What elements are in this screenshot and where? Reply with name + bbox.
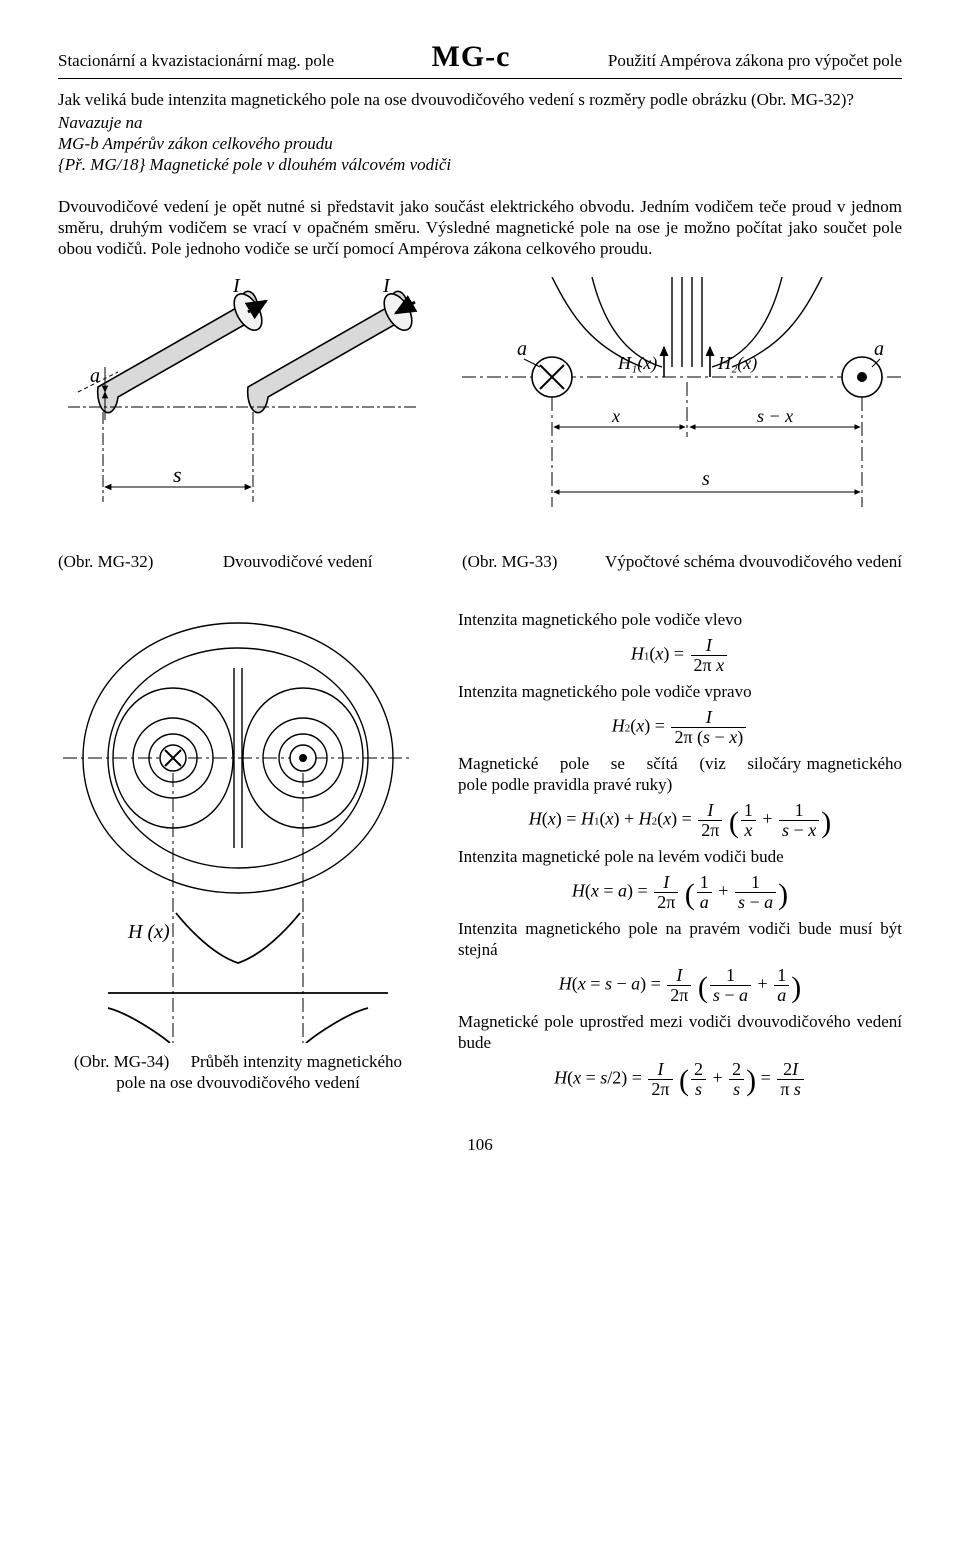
equation-ha: H(x = a) = I2π (1a + 1s − a) — [458, 873, 902, 912]
current-into-page-icon — [532, 357, 572, 397]
fig32-label-i-right: I — [382, 277, 391, 297]
fig33-label-x: x — [611, 406, 620, 426]
meta-line-1: Navazuje na — [58, 112, 902, 133]
hx-plot-icon — [108, 773, 388, 1043]
fig33-label-h2: H₂(x) — [717, 353, 757, 374]
problem-statement: Jak veliká bude intenzita magnetického p… — [58, 89, 902, 110]
fig33-ref: (Obr. MG-33) — [462, 551, 557, 572]
page-number: 106 — [58, 1134, 902, 1155]
t3a: Magnetické — [458, 754, 538, 773]
meta-line-3: {Př. MG/18} Magnetické pole v dlouhém vá… — [58, 154, 902, 175]
fig33-svg: a a H₁(x) H₂(x) x s − x s — [462, 277, 902, 547]
prerequisite-block: Navazuje na MG-b Ampérův zákon celkového… — [58, 112, 902, 176]
equation-h2: H2(x) = I2π (s − x) — [458, 708, 902, 747]
fig32-label-s: s — [173, 462, 182, 487]
fig33-label-h1: H₁(x) — [617, 353, 657, 374]
equation-hsum: H(x) = H1(x) + H2(x) = I2π (1x + 1s − x) — [458, 801, 902, 840]
t3d: sčítá — [647, 754, 678, 773]
text-h1: Intenzita magnetického pole vodiče vlevo — [458, 609, 902, 630]
figure-row: I I a s (Obr. MG-32) Dvouvodičové vedení — [58, 277, 902, 572]
fig33-label-a-left: a — [517, 338, 527, 360]
t3f: siločáry — [747, 754, 801, 773]
text-right-wire: Intenzita magnetického pole na pravém vo… — [458, 918, 902, 961]
two-column-section: H (x) (Obr. MG-34) Průběh intenzity magn… — [58, 603, 902, 1105]
equation-h1: H1(x) = I2π x — [458, 636, 902, 675]
fig33-label-a-right: a — [874, 338, 884, 360]
field-arcs-icon — [552, 277, 822, 367]
header-left: Stacionární a kvazistacionární mag. pole — [58, 50, 334, 71]
text-middle: Magnetické pole uprostřed mezi vodiči dv… — [458, 1011, 902, 1054]
fig32-caption: Dvouvodičové vedení — [223, 551, 373, 572]
page-header: Stacionární a kvazistacionární mag. pole… — [58, 38, 902, 79]
intro-paragraph: Dvouvodičové vedení je opět nutné si pře… — [58, 196, 902, 260]
t3b: pole — [560, 754, 589, 773]
right-conductor-symbol-icon — [290, 745, 316, 771]
fig32-label-i-left: I — [232, 277, 241, 297]
derivation-column: Intenzita magnetického pole vodiče vlevo… — [458, 603, 902, 1105]
figure-mg-33: a a H₁(x) H₂(x) x s − x s — [462, 277, 902, 572]
left-conductor-icon — [98, 289, 268, 412]
header-center: MG-c — [432, 38, 511, 76]
figure-mg-34: H (x) (Obr. MG-34) Průběh intenzity magn… — [58, 603, 418, 1105]
fig34-svg: H (x) — [58, 603, 418, 1043]
t3e: (viz — [699, 754, 725, 773]
fig33-label-s: s — [702, 468, 710, 490]
equation-hmid: H(x = s/2) = I2π (2s + 2s) = 2Iπ s — [458, 1060, 902, 1099]
fig33-caption: Výpočtové schéma dvouvodičového vedení — [605, 551, 902, 572]
left-conductor-symbol-icon — [160, 745, 186, 771]
fig32-label-a: a — [90, 365, 100, 387]
right-conductor-icon — [248, 289, 418, 412]
header-right: Použití Ampérova zákona pro výpočet pole — [608, 50, 902, 71]
fig34-label-hx: H (x) — [127, 921, 170, 943]
meta-line-2: MG-b Ampérův zákon celkového proudu — [58, 133, 902, 154]
text-left-wire: Intenzita magnetické pole na levém vodič… — [458, 846, 902, 867]
figure-mg-32: I I a s (Obr. MG-32) Dvouvodičové vedení — [58, 277, 442, 572]
fig32-ref: (Obr. MG-32) — [58, 551, 153, 572]
t3c: se — [611, 754, 625, 773]
text-sum: Magnetické pole se sčítá (viz siločáry m… — [458, 753, 902, 796]
text-h2: Intenzita magnetického pole vodiče vprav… — [458, 681, 902, 702]
fig33-label-sx: s − x — [757, 406, 793, 426]
equation-hsa: H(x = s − a) = I2π (1s − a + 1a) — [458, 966, 902, 1005]
fig34-ref: (Obr. MG-34) — [74, 1052, 169, 1071]
fig32-svg: I I a s — [58, 277, 428, 547]
